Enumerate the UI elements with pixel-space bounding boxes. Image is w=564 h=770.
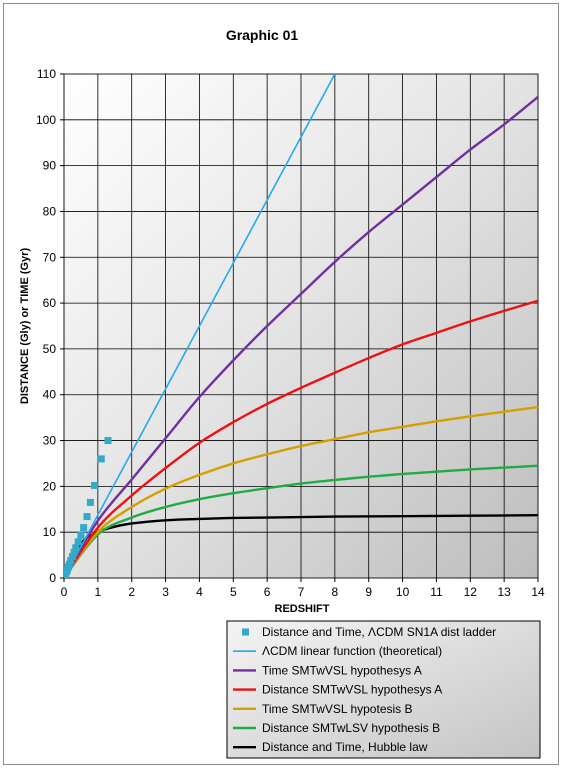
y-tick-label: 100 bbox=[36, 113, 56, 127]
y-tick-label: 90 bbox=[43, 159, 57, 173]
y-tick-labels: 0 10 20 30 40 50 60 70 80 90 100 110 bbox=[36, 67, 56, 585]
y-axis-title: DISTANCE (Gly) or TIME (Gyr) bbox=[19, 248, 31, 405]
scatter-point bbox=[74, 538, 82, 546]
scatter-point bbox=[65, 560, 73, 568]
x-tick-label: 12 bbox=[464, 585, 478, 599]
x-axis-title: REDSHIFT bbox=[275, 603, 330, 615]
y-tick-label: 0 bbox=[49, 571, 56, 585]
legend: Distance and Time, ΛCDM SN1A dist ladder… bbox=[233, 625, 496, 754]
x-tick-label: 3 bbox=[162, 585, 169, 599]
legend-label: ΛCDM linear function (theoretical) bbox=[262, 644, 442, 658]
scatter-point bbox=[104, 437, 112, 445]
scatter-point bbox=[70, 548, 78, 556]
y-tick-label: 20 bbox=[43, 479, 57, 493]
x-tick-label: 11 bbox=[430, 585, 443, 599]
x-tick-label: 10 bbox=[396, 585, 410, 599]
legend-marker bbox=[242, 628, 249, 636]
series-line-4 bbox=[64, 405, 538, 578]
series-line-2 bbox=[64, 95, 538, 578]
y-tick-label: 30 bbox=[43, 434, 57, 448]
scatter-point bbox=[97, 455, 105, 463]
legend-label: Distance SMTwLSV hypothesis B bbox=[262, 721, 440, 735]
x-tick-label: 5 bbox=[230, 585, 237, 599]
series-line-3 bbox=[64, 299, 538, 578]
series-line-1 bbox=[64, 74, 336, 578]
x-tick-label: 7 bbox=[298, 585, 305, 599]
legend-box bbox=[226, 620, 541, 759]
scatter-point bbox=[77, 531, 85, 539]
legend-label: Time SMTwVSL hypotesis B bbox=[262, 702, 413, 716]
y-tick-label: 110 bbox=[37, 67, 56, 81]
y-tick-label: 10 bbox=[43, 525, 57, 539]
x-tick-labels: 0 1 2 3 4 5 6 7 8 9 10 11 12 13 14 bbox=[61, 585, 545, 599]
scatter-point bbox=[72, 544, 80, 552]
scatter-point bbox=[80, 524, 88, 532]
x-tick-label: 2 bbox=[128, 585, 135, 599]
scatter-point bbox=[68, 552, 76, 560]
y-tick-label: 80 bbox=[43, 204, 57, 218]
x-tick-label: 13 bbox=[497, 585, 511, 599]
series-line-5 bbox=[64, 464, 538, 578]
chart-title: Graphic 01 bbox=[226, 27, 299, 43]
x-tick-label: 4 bbox=[196, 585, 203, 599]
scatter-point bbox=[67, 557, 75, 565]
series-group bbox=[64, 74, 538, 578]
y-tick-label: 70 bbox=[43, 250, 57, 264]
x-tick-label: 8 bbox=[332, 585, 339, 599]
x-tick-label: 9 bbox=[365, 585, 372, 599]
legend-label: Distance and Time, Hubble law bbox=[262, 740, 428, 754]
x-tick-label: 6 bbox=[264, 585, 271, 599]
y-tick-label: 50 bbox=[43, 342, 57, 356]
scatter-point bbox=[83, 513, 91, 521]
scatter-point bbox=[86, 498, 94, 506]
legend-label: Distance SMTwVSL hypothesys A bbox=[262, 683, 442, 697]
scatter-point bbox=[90, 481, 98, 489]
x-tick-label: 0 bbox=[61, 585, 68, 599]
y-tick-label: 40 bbox=[43, 388, 57, 402]
y-tick-label: 60 bbox=[43, 296, 57, 310]
x-tick-label: 1 bbox=[95, 585, 102, 599]
x-tick-label: 14 bbox=[531, 585, 545, 599]
legend-label: Time SMTwVSL hypothesys A bbox=[262, 663, 422, 677]
legend-label: Distance and Time, ΛCDM SN1A dist ladder bbox=[262, 625, 496, 639]
